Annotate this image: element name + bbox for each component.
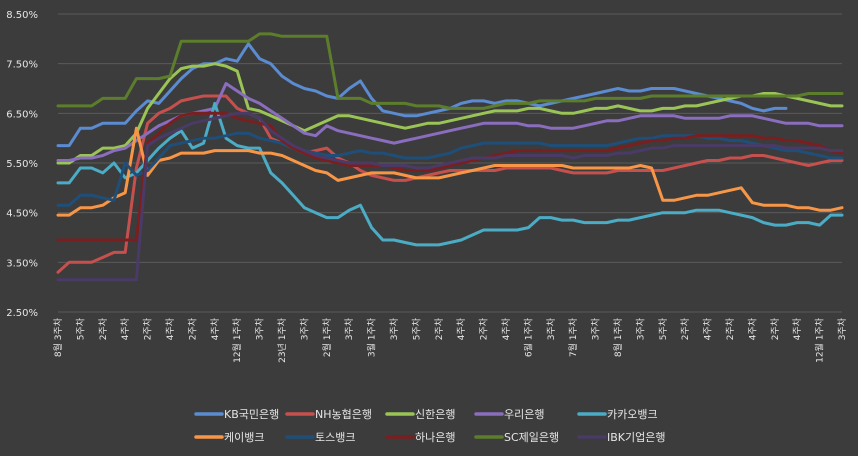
x-axis: 8월 3주차 5주차 2주차 4주차 2주차 4주차 2주차 4주차 12월 1주차 3주차 23년… [52,317,848,363]
y-tick-label: 7.50% [6,60,38,71]
x-tick-label: 3주차 [343,317,355,340]
x-tick-label: 4주차 [500,317,512,340]
legend-label: IBK기업은행 [607,431,665,444]
x-tick-label: 2월 1주차 [321,317,333,357]
x-tick-label: 7월 1주차 [567,317,579,357]
x-tick-label: 6월 1주차 [522,317,534,357]
x-tick-label: 5주차 [657,317,669,340]
series-line [56,42,788,148]
x-tick-label: 4주차 [164,317,176,340]
legend-label: 하나은행 [415,430,455,444]
x-tick-label: 2주차 [769,317,781,340]
x-tick-label: 4주차 [209,317,221,340]
series-line [56,131,844,207]
series-line [56,111,844,242]
x-tick-label: 5주차 [74,317,86,340]
x-tick-label: 23년 1주차 [276,317,288,363]
x-tick-label: 8월 1주차 [612,317,624,357]
legend-label: 우리은행 [504,408,544,421]
series-line [56,126,844,217]
y-tick-label: 3.50% [6,258,38,269]
x-tick-label: 8월 3주차 [52,317,64,357]
x-tick-label: 3주차 [545,317,557,340]
x-tick-label: 4주차 [791,317,803,340]
x-tick-label: 3주차 [836,317,848,340]
x-tick-label: 2주차 [97,317,109,340]
legend-label: 카카오뱅크 [607,408,658,421]
x-tick-label: 2주차 [478,317,490,340]
y-tick-label: 6.50% [6,109,38,120]
series-line [56,32,844,110]
x-tick-label: 3주차 [634,317,646,340]
y-tick-label: 2.50% [6,308,38,319]
x-tick-label: 3월 1주차 [366,317,378,357]
series-lines [56,32,844,282]
x-tick-label: 2주차 [679,317,691,340]
series-line [56,62,844,165]
x-tick-label: 2주차 [186,317,198,340]
y-tick-label: 4.50% [6,209,38,220]
legend-label: NH농협은행 [315,408,372,421]
x-tick-label: 5주차 [410,317,422,340]
series-line [56,111,844,282]
x-tick-label: 4주차 [119,317,131,340]
x-tick-label: 3주차 [254,317,266,340]
legend-label: 케이뱅크 [224,431,264,444]
x-tick-label: 3주차 [590,317,602,340]
y-tick-label: 8.50% [6,10,38,21]
x-tick-label: 3주차 [298,317,310,340]
x-tick-label: 4주차 [455,317,467,340]
x-tick-label: 2주차 [433,317,445,340]
legend-label: SC제일은행 [504,430,559,444]
x-tick-label: 3주차 [388,317,400,340]
x-tick-label: 12월 1주차 [814,317,826,363]
y-tick-label: 5.50% [6,159,38,170]
x-tick-label: 2주차 [724,317,736,340]
x-tick-label: 12월 1주차 [231,317,243,363]
legend-label: 토스뱅크 [315,431,355,444]
x-tick-label: 2주차 [142,317,154,340]
y-axis: 2.50% 3.50% 4.50% 5.50% 6.50% 7.50% 8.50% [6,10,38,319]
x-tick-label: 4주차 [746,317,758,340]
legend-label: KB국민은행 [224,408,279,421]
x-tick-label: 4주차 [702,317,714,340]
legend-label: 신한은행 [415,408,455,421]
series-line [56,94,844,274]
